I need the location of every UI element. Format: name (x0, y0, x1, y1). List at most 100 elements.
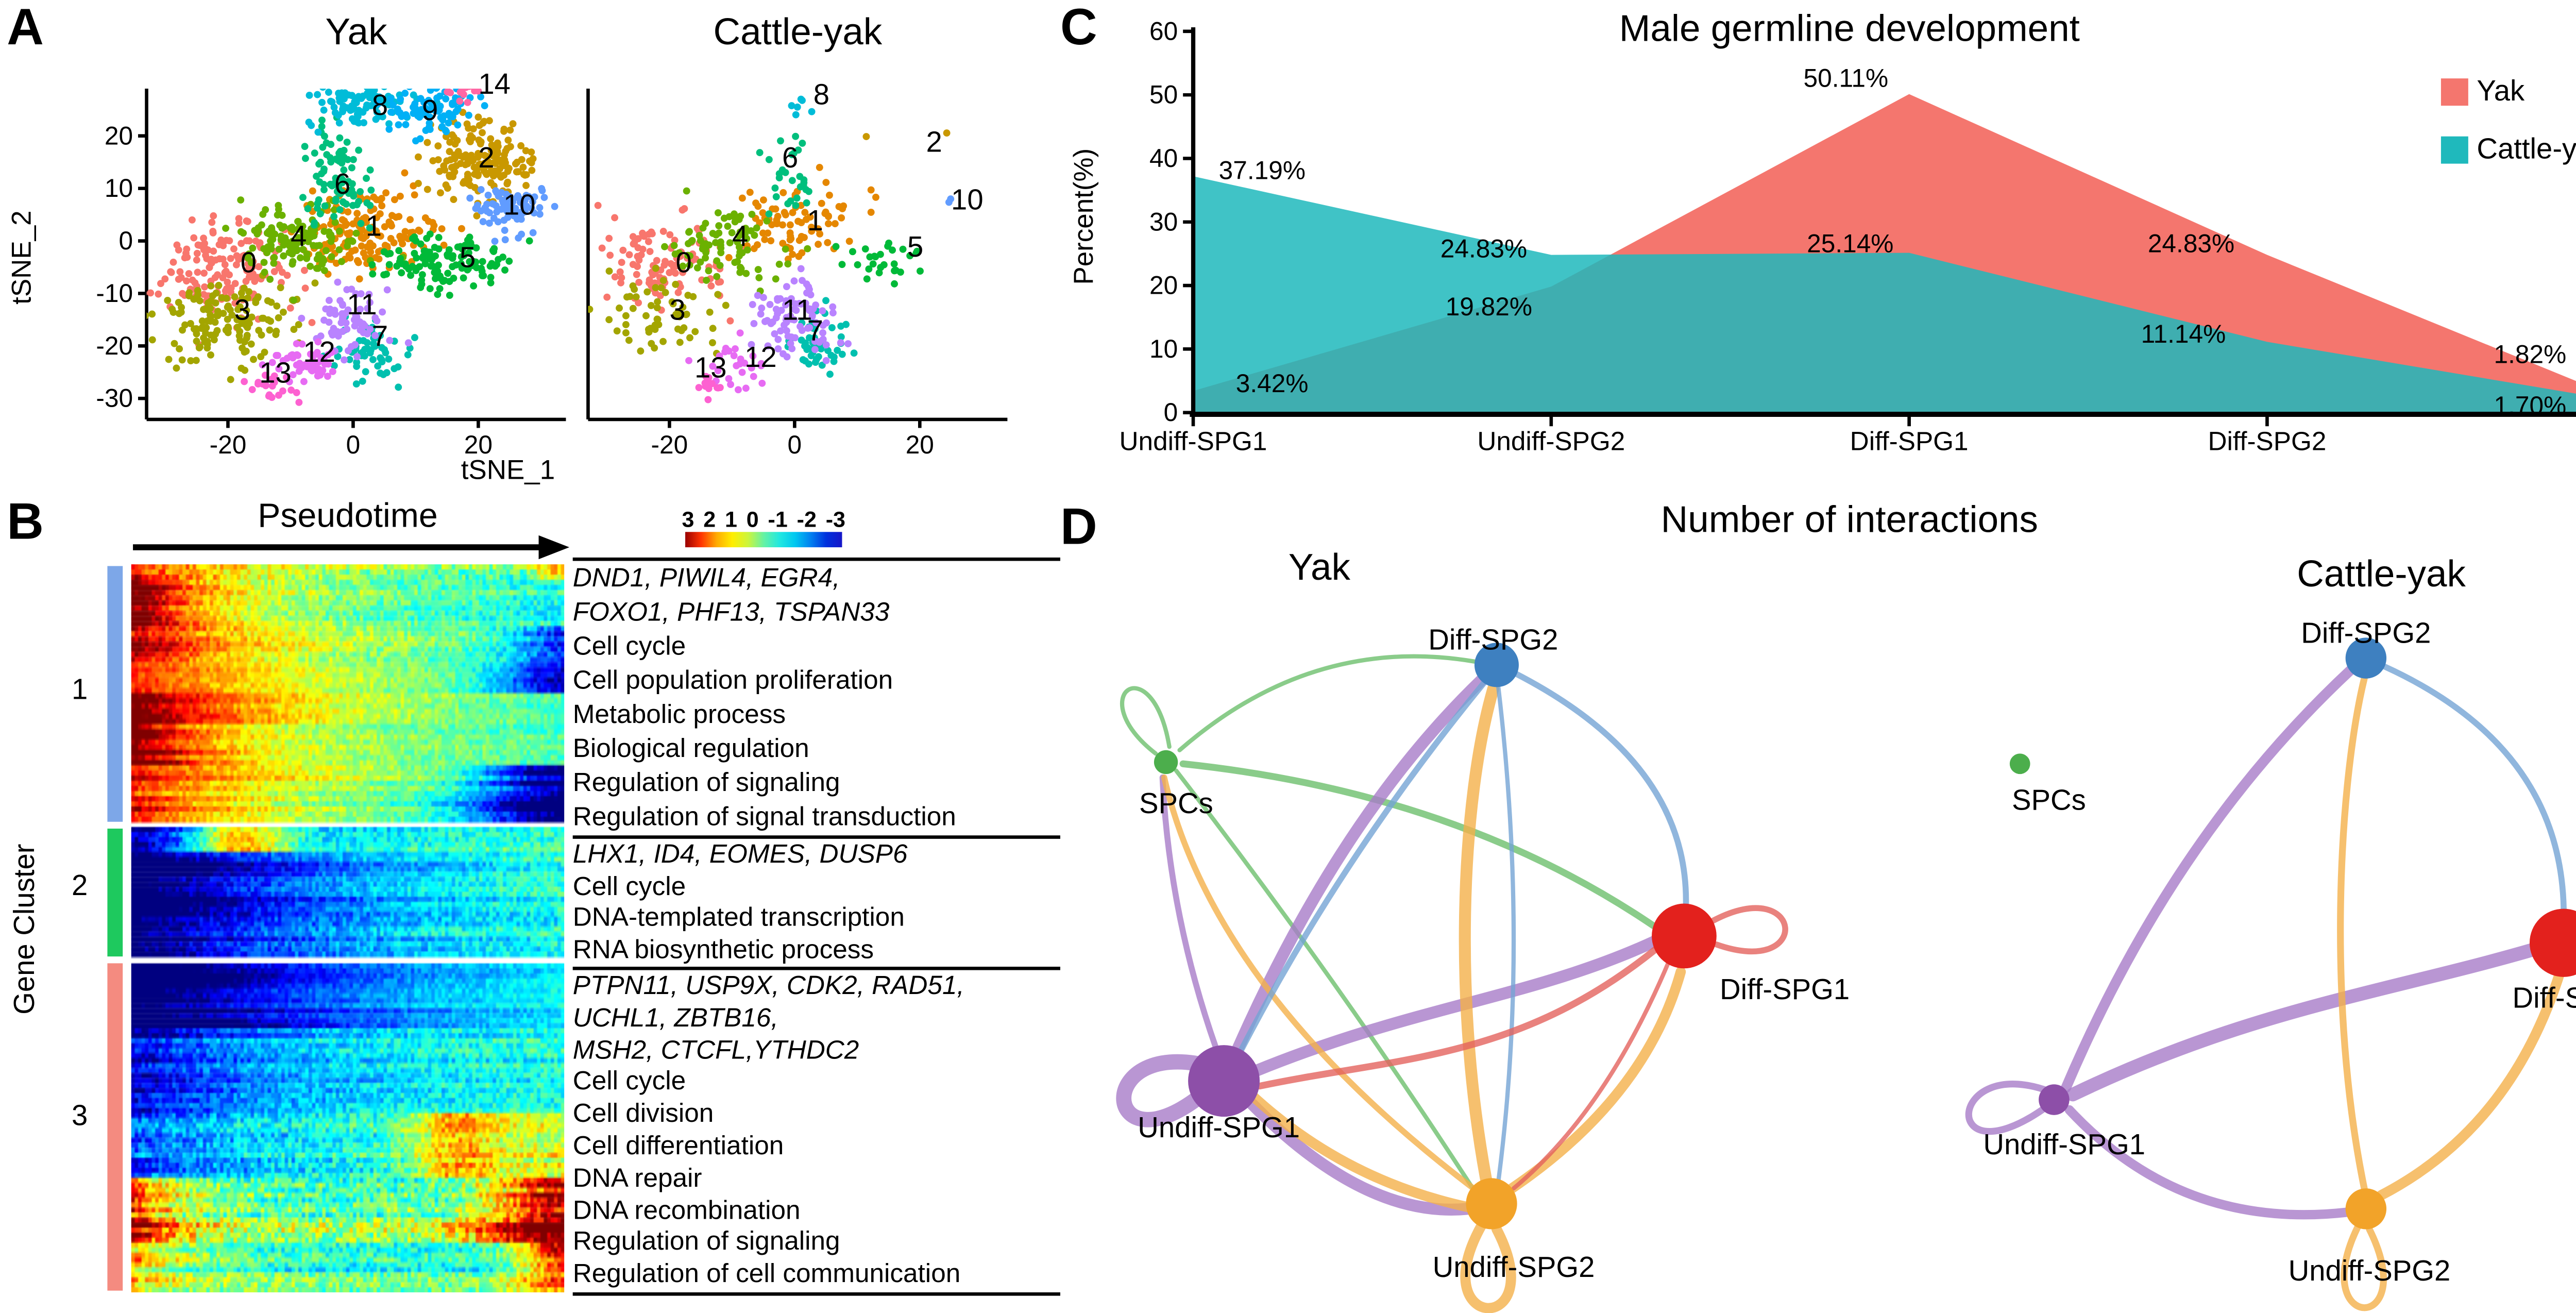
tsne-point (219, 255, 227, 263)
tsne-point (779, 350, 787, 358)
tsne-point (807, 224, 815, 231)
tsne-point (315, 251, 323, 259)
tsne-point (829, 303, 837, 311)
tsne-point (224, 323, 232, 331)
tsne-point (187, 320, 194, 327)
tsne-point (219, 310, 227, 317)
tsne-point (812, 301, 820, 309)
tsne-point (387, 220, 395, 228)
tsne-point (748, 341, 755, 348)
tsne-point (675, 249, 683, 257)
cluster-id-label: 2 (478, 141, 494, 174)
tsne-point (146, 312, 149, 319)
tsne-point (426, 126, 434, 133)
y-tick-label: 20 (105, 121, 133, 150)
tsne-point (380, 271, 388, 279)
tsne-point (293, 351, 301, 359)
tsne-point (446, 148, 453, 156)
tsne-point (896, 268, 904, 276)
tsne-point (680, 324, 688, 332)
tsne-point (713, 257, 721, 265)
tsne-point (493, 208, 501, 216)
tsne-point (366, 201, 374, 209)
tsne-point (328, 72, 335, 79)
tsne-point (383, 286, 391, 294)
tsne-point (165, 356, 173, 363)
network-node-diff-spg2 (1474, 643, 1519, 687)
tsne-point (625, 336, 633, 344)
tsne-point (715, 229, 723, 237)
tsne-point (332, 195, 340, 203)
tsne-point (362, 368, 369, 376)
tsne-point (382, 189, 390, 197)
tsne-point (759, 196, 767, 204)
y-tick-label: 30 (1149, 207, 1178, 236)
tsne-point (401, 233, 409, 241)
tsne-point (758, 304, 766, 312)
tsne-point (819, 329, 827, 336)
tsne-point (352, 312, 360, 319)
tsne-point (461, 89, 468, 92)
network-node-spcs (2009, 753, 2030, 775)
tsne-point (735, 386, 742, 394)
tsne-point (328, 348, 335, 356)
network-edge-green (1174, 768, 1475, 1191)
tsne-point (662, 258, 669, 265)
gene-symbols: PTPN11, USP9X, CDK2, RAD51, (572, 971, 964, 1001)
tsne-point (183, 245, 191, 253)
tsne-point (515, 209, 522, 217)
tsne-point (202, 245, 210, 253)
tsne-point (429, 157, 437, 164)
tsne-point (243, 307, 250, 314)
network-node-diff-spg2 (2345, 637, 2387, 679)
tsne-point (759, 229, 767, 237)
colorbar-tick: 1 (724, 506, 737, 532)
tsne-point (844, 340, 852, 347)
tsne-point (697, 237, 704, 244)
tsne-point (461, 242, 469, 249)
tsne-point (132, 272, 140, 279)
tsne-point (891, 280, 898, 288)
tsne-point (906, 252, 914, 260)
tsne-point (691, 328, 699, 335)
tsne-point (374, 100, 382, 108)
tsne-point (726, 239, 734, 247)
tsne-point (416, 263, 423, 271)
tsne-point (702, 382, 709, 390)
tsne-point (773, 220, 781, 228)
tsne-point (355, 146, 363, 154)
tsne-point (348, 164, 355, 172)
tsne-point (401, 260, 409, 268)
tsne-point (725, 254, 733, 261)
tsne-point (402, 112, 410, 120)
tsne-point (427, 262, 435, 270)
tsne-point (301, 143, 309, 150)
tsne-point (213, 327, 221, 334)
tsne-point (323, 139, 330, 147)
tsne-point (327, 238, 335, 245)
tsne-point (805, 360, 812, 368)
network-node-undiff-spg1 (1188, 1045, 1260, 1117)
tsne-point (294, 217, 302, 225)
network-edge-blue (1512, 670, 1689, 912)
tsne-point (683, 187, 690, 195)
tsne-point (191, 295, 199, 302)
tsne-point (238, 364, 245, 372)
tsne-point (194, 268, 201, 276)
gene-cluster-axis-label: Gene Cluster (8, 844, 41, 1015)
network-edge-green (1120, 686, 1172, 756)
tsne-point (866, 253, 874, 261)
tsne-point (221, 269, 229, 276)
tsne-point (324, 373, 331, 380)
tsne-point (433, 94, 440, 102)
tsne-point (460, 274, 467, 282)
tsne-point (509, 120, 517, 128)
tsne-point (314, 338, 322, 346)
tsne-point (686, 228, 693, 235)
tsne-point (340, 166, 348, 174)
tsne-point (411, 100, 419, 108)
tsne-point (426, 230, 434, 238)
tsne-point (573, 241, 581, 248)
tsne-point (335, 158, 343, 165)
tsne-point (335, 246, 343, 254)
